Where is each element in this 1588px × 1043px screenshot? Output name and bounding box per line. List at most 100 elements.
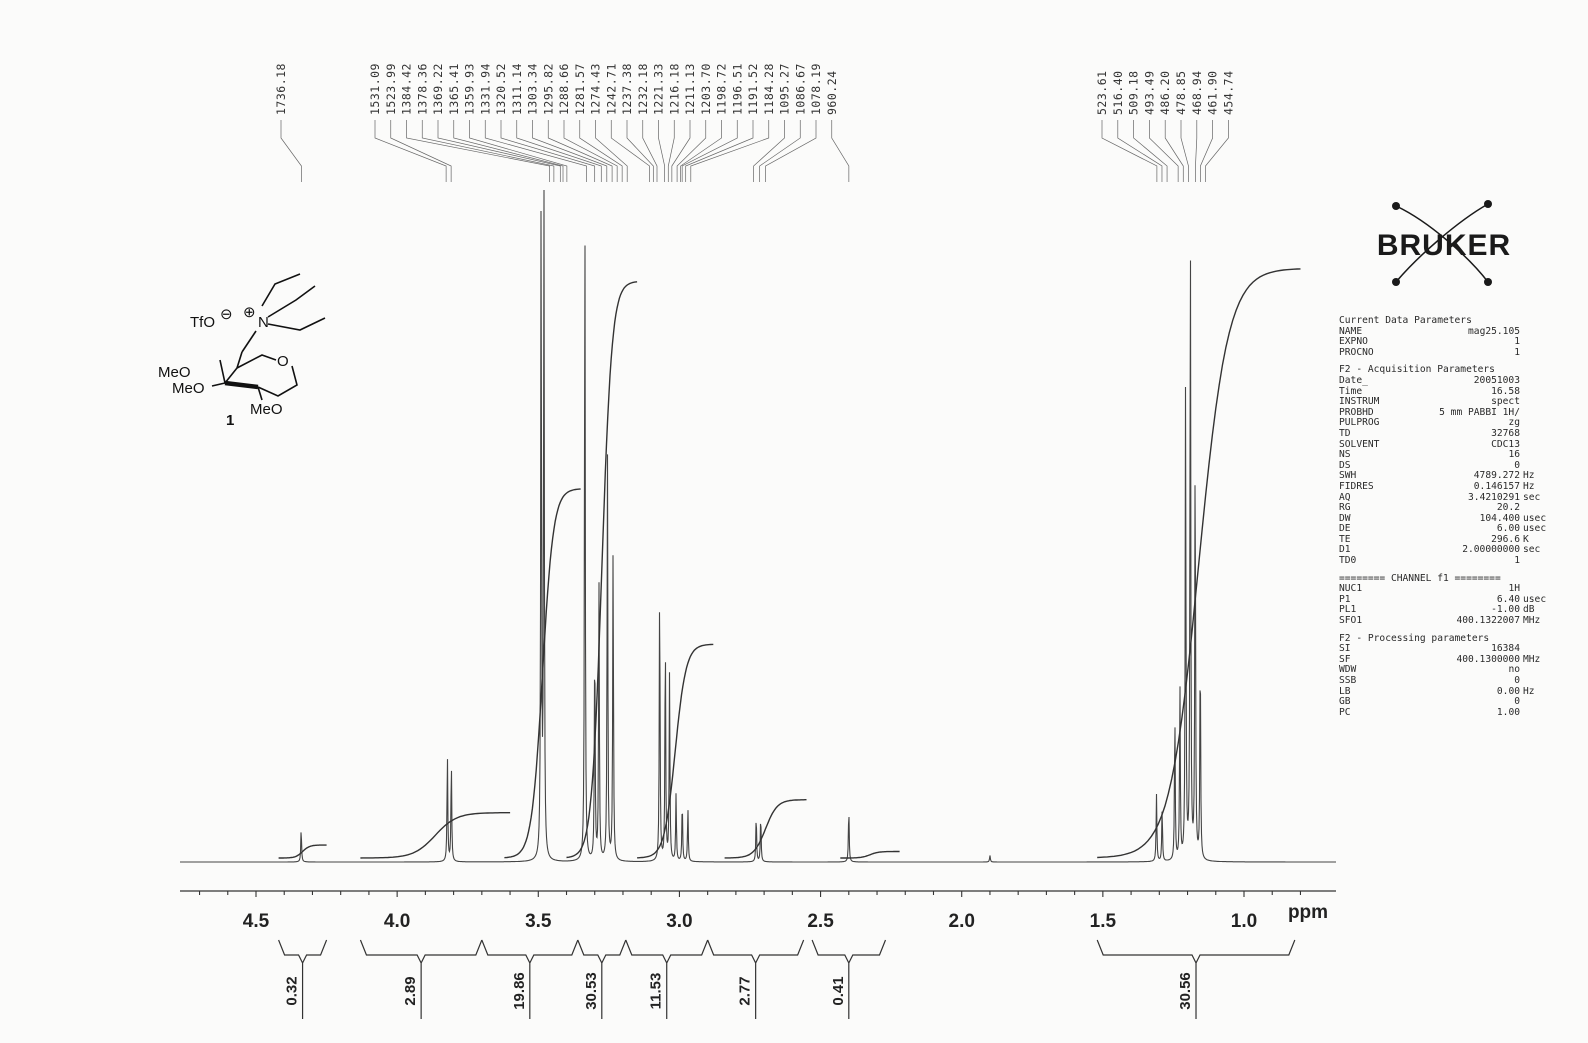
param-value: 1 [1514, 346, 1520, 358]
integral-bracket [577, 939, 627, 1019]
peak-connector [532, 120, 608, 182]
param-value: 1H [1508, 583, 1520, 595]
integration-curve [1097, 268, 1301, 859]
peak-list-label: 1531.09 [368, 63, 382, 115]
param-name: DW [1339, 512, 1351, 524]
peak-list-label: 1216.18 [667, 63, 681, 115]
x-axis-unit-label: ppm [1288, 902, 1328, 923]
param-unit: usec [1523, 523, 1547, 535]
param-unit [1520, 418, 1549, 429]
param-value: 2.00000000 [1462, 544, 1520, 556]
peak-connector [685, 120, 754, 182]
peak-connector [676, 120, 707, 182]
x-tick-label: 4.5 [243, 911, 270, 932]
param-row: PC 1.00 [1339, 706, 1549, 719]
param-unit [1520, 397, 1549, 408]
param-row: PROBHD 5 mm PABBI 1H/ [1339, 407, 1549, 419]
integral-bracket [481, 939, 579, 1019]
structure-label-ring-o: O [277, 353, 289, 370]
peak-connector [753, 120, 785, 182]
param-name: SF [1339, 653, 1351, 665]
peak-connector [690, 120, 770, 182]
param-row: RG 20.2 [1339, 502, 1549, 514]
param-unit [1520, 408, 1549, 419]
peak-list-label: 516.40 [1111, 70, 1125, 115]
peak-connector [658, 120, 666, 182]
param-name: Date_ [1339, 374, 1368, 386]
peak-list-label: 1184.28 [762, 63, 776, 115]
integral-bracket [1096, 939, 1296, 1019]
peak-list-label: 960.24 [825, 70, 839, 115]
param-name: TE [1339, 533, 1351, 545]
x-tick-label: 2.5 [807, 911, 834, 932]
param-value: no [1508, 664, 1520, 676]
param-section: Current Data Parameters NAME mag25.105 EXPN… [1339, 315, 1549, 358]
param-row: FIDRES 0.146157 Hz [1339, 480, 1549, 493]
param-unit: sec [1523, 544, 1541, 556]
param-name: INSTRUM [1339, 396, 1380, 408]
param-row: WDW no [1339, 665, 1549, 676]
param-name: NS [1339, 449, 1351, 461]
structure-label-meo-1: MeO [158, 364, 191, 381]
param-unit [1520, 708, 1549, 719]
param-row: TD0 1 [1339, 555, 1549, 567]
peak-list-label: 1221.33 [652, 63, 666, 115]
peak-connector [484, 120, 587, 182]
peak-connector [1164, 120, 1184, 182]
param-unit: usec [1523, 593, 1547, 605]
peak-list-label: 1198.72 [715, 63, 729, 115]
param-value: 0 [1514, 696, 1520, 708]
param-value: 0.146157 [1473, 480, 1520, 492]
peak-list-label: 523.61 [1095, 70, 1109, 115]
param-name: PROCNO [1339, 346, 1374, 358]
peak-connector [831, 120, 850, 182]
peak-connector [671, 120, 691, 182]
param-section-heading: F2 - Acquisition Parameters [1339, 364, 1495, 376]
param-value: 296.6 [1491, 533, 1520, 545]
peak-connector [1101, 120, 1158, 182]
param-row: PL1 -1.00 dB [1339, 605, 1549, 616]
param-row: SFO1 400.1322007 MHz [1339, 615, 1549, 627]
param-name: RG [1339, 502, 1351, 514]
peak-connector [547, 120, 613, 182]
peak-connector [626, 120, 654, 182]
structure-label-n: N [258, 314, 269, 331]
x-tick-label: 2.0 [949, 911, 975, 932]
peak-list-label: 1369.22 [431, 63, 445, 115]
param-unit [1520, 337, 1549, 348]
peak-connector [579, 120, 623, 182]
peak-list-label: 1237.38 [620, 63, 634, 115]
peak-list-label: 1303.34 [526, 63, 540, 115]
integration-curves [278, 268, 1301, 859]
param-name: D1 [1339, 544, 1351, 556]
param-section-heading: Current Data Parameters [1339, 315, 1472, 326]
param-row: INSTRUM spect [1339, 397, 1549, 408]
param-row: Time 16.58 [1339, 386, 1549, 398]
peak-list-label: 454.74 [1221, 70, 1235, 115]
peak-connector [759, 120, 801, 182]
peak-list-label: 1384.42 [400, 63, 414, 115]
integration-curve [566, 281, 638, 859]
peak-connector [421, 120, 555, 182]
param-name: GB [1339, 696, 1351, 708]
x-tick-label: 3.5 [525, 911, 552, 932]
param-value: 1 [1514, 336, 1520, 348]
peak-list-label: 1274.43 [589, 63, 603, 115]
param-unit [1520, 429, 1549, 440]
param-row: DE 6.00 usec [1339, 524, 1549, 535]
peak-list-label: 1359.93 [463, 63, 477, 115]
peak-list-label: 1736.18 [274, 63, 288, 115]
peak-list-label: 1311.14 [510, 63, 524, 115]
peak-connector [453, 120, 564, 182]
param-unit: K [1523, 533, 1529, 545]
peak-list-label: 1331.94 [478, 63, 492, 115]
param-name: SSB [1339, 675, 1357, 686]
param-name: PC [1339, 706, 1351, 718]
integral-value: 0.41 [830, 976, 847, 1005]
param-row: EXPNO 1 [1339, 337, 1549, 348]
param-value: 20051003 [1473, 374, 1520, 386]
peak-connector [680, 120, 722, 182]
peak-list-label: 1203.70 [699, 63, 713, 115]
integral-value: 19.86 [511, 972, 528, 1010]
